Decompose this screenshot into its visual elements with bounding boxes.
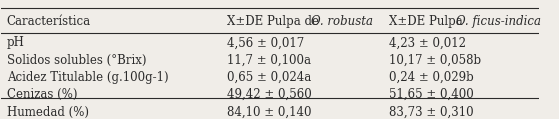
Text: Humedad (%): Humedad (%) [7, 105, 89, 118]
Text: Acidez Titulable (g.100g-1): Acidez Titulable (g.100g-1) [7, 71, 168, 84]
Text: O. robusta: O. robusta [311, 15, 373, 28]
Text: 0,65 ± 0,024a: 0,65 ± 0,024a [228, 71, 311, 84]
Text: 84,10 ± 0,140: 84,10 ± 0,140 [228, 105, 312, 118]
Text: 11,7 ± 0,100a: 11,7 ± 0,100a [228, 54, 311, 67]
Text: X±DE Pulpa de: X±DE Pulpa de [228, 15, 323, 28]
Text: 49,42 ± 0,560: 49,42 ± 0,560 [228, 88, 312, 101]
Text: 4,23 ± 0,012: 4,23 ± 0,012 [389, 36, 466, 49]
Text: 51,65 ± 0,400: 51,65 ± 0,400 [389, 88, 473, 101]
Text: Solidos solubles (°Brix): Solidos solubles (°Brix) [7, 54, 146, 67]
Text: X±DE Pulpa: X±DE Pulpa [389, 15, 466, 28]
Text: 4,56 ± 0,017: 4,56 ± 0,017 [228, 36, 305, 49]
Text: O. ficus-indica: O. ficus-indica [457, 15, 542, 28]
Text: Característica: Característica [7, 15, 91, 28]
Text: 0,24 ± 0,029b: 0,24 ± 0,029b [389, 71, 473, 84]
Text: 83,73 ± 0,310: 83,73 ± 0,310 [389, 105, 473, 118]
Text: pH: pH [7, 36, 25, 49]
Text: 10,17 ± 0,058b: 10,17 ± 0,058b [389, 54, 481, 67]
Text: Cenizas (%): Cenizas (%) [7, 88, 77, 101]
